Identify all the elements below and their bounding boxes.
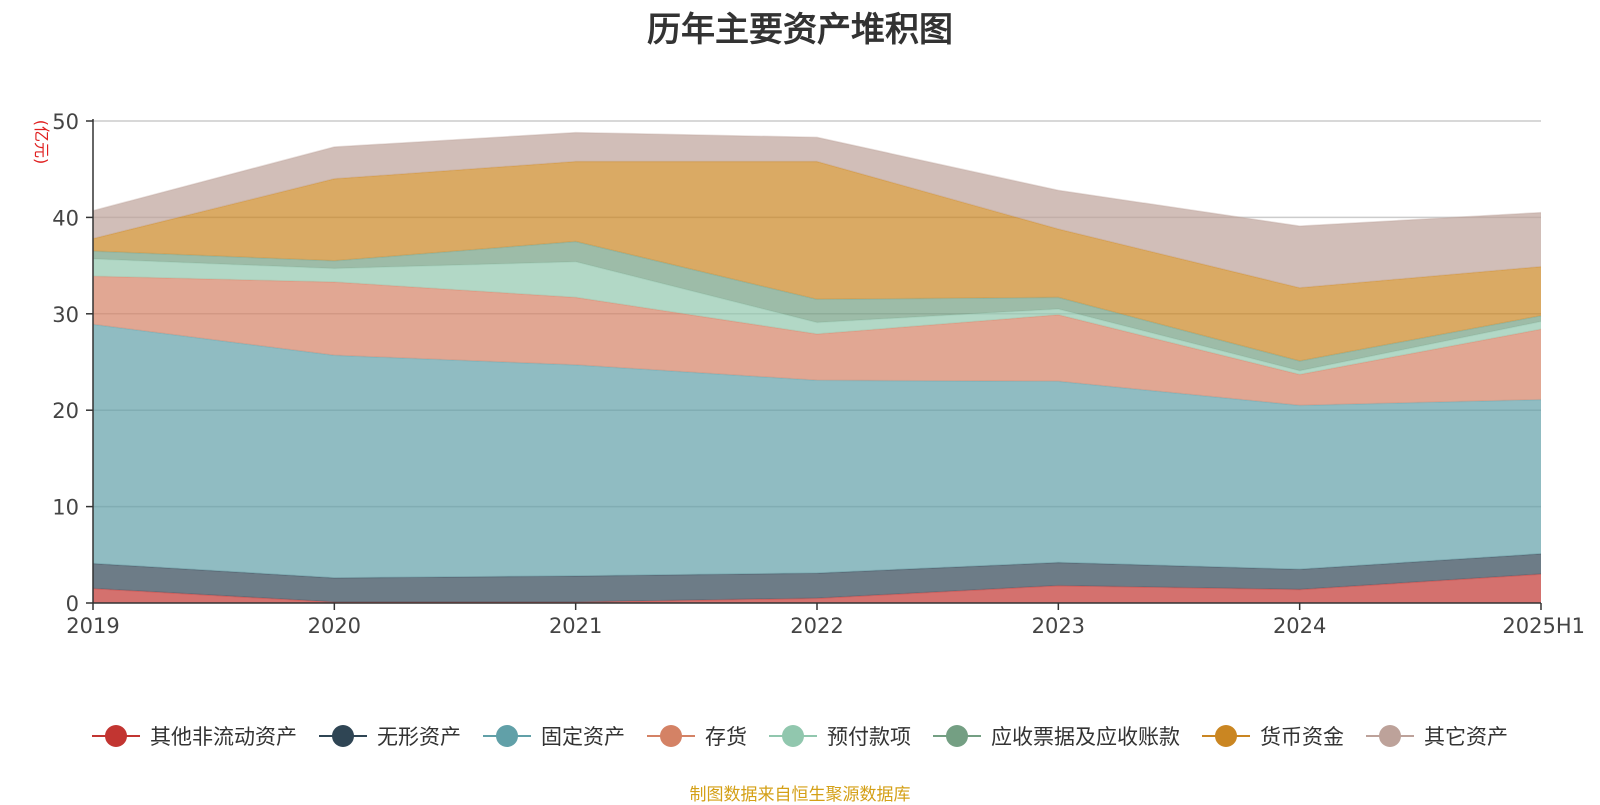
legend-label: 其他非流动资产 [150, 725, 297, 749]
y-tick-label: 10 [52, 496, 79, 520]
legend-item-1[interactable]: 无形资产 [319, 721, 461, 751]
legend-marker-dot [946, 725, 968, 747]
area-series-7[interactable] [93, 132, 1541, 288]
legend-marker-dot [1379, 725, 1401, 747]
area-series-3[interactable] [93, 276, 1541, 406]
x-tick-label: 2021 [549, 614, 602, 638]
area-layer [92, 131, 1542, 603]
legend-marker [92, 724, 140, 748]
y-tick-label: 0 [66, 592, 79, 616]
axis-layer: 0 10 20 30 40 50 2019 2020 2021 2022 2023 2024 2025H… [52, 110, 1585, 638]
legend-item-6[interactable]: 货币资金 [1202, 721, 1344, 751]
y-tick-label: 30 [52, 303, 79, 327]
y-axis-unit-label: (亿元) [32, 120, 51, 165]
area-series-edge-7 [92, 131, 1542, 227]
legend-label: 货币资金 [1260, 725, 1344, 749]
x-tick-label: 2019 [66, 614, 119, 638]
legend-marker [1366, 724, 1414, 748]
y-tick-label: 50 [52, 110, 79, 134]
y-tick-label: 40 [52, 206, 79, 230]
legend-item-5[interactable]: 应收票据及应收账款 [933, 721, 1180, 751]
legend-marker-dot [105, 725, 127, 747]
legend-marker [319, 724, 367, 748]
legend-item-2[interactable]: 固定资产 [483, 721, 625, 751]
legend-marker [769, 724, 817, 748]
source-note: 制图数据来自恒生聚源数据库 [689, 785, 911, 805]
legend-label: 固定资产 [541, 725, 625, 749]
area-series-6[interactable] [93, 161, 1541, 362]
legend-item-3[interactable]: 存货 [647, 721, 747, 751]
legend-marker [933, 724, 981, 748]
legend-marker [1202, 724, 1250, 748]
legend-item-0[interactable]: 其他非流动资产 [92, 721, 297, 751]
legend-label: 应收票据及应收账款 [991, 725, 1180, 749]
area-series-0[interactable] [93, 574, 1541, 603]
x-tick-label: 2022 [790, 614, 843, 638]
y-tick-label: 20 [52, 399, 79, 423]
x-tick-label: 2023 [1032, 614, 1085, 638]
x-tick-label: 2020 [308, 614, 361, 638]
legend-marker [483, 724, 531, 748]
area-series-2[interactable] [93, 324, 1541, 578]
legend-label: 存货 [705, 725, 747, 749]
legend: 其他非流动资产 无形资产 固定资产 存货 预付款项 应收票据及应收账款 货币资金 其它资产 [0, 716, 1600, 756]
legend-marker [647, 724, 695, 748]
x-tick-label: 2025H1 [1502, 614, 1585, 638]
legend-marker-dot [496, 725, 518, 747]
legend-marker-dot [660, 725, 682, 747]
chart-title: 历年主要资产堆积图 [647, 10, 953, 50]
legend-marker-dot [1215, 725, 1237, 747]
legend-label: 无形资产 [377, 725, 461, 749]
area-series-5[interactable] [93, 241, 1541, 371]
x-tick-label: 2024 [1273, 614, 1326, 638]
legend-marker-dot [782, 725, 804, 747]
legend-item-7[interactable]: 其它资产 [1366, 721, 1508, 751]
area-series-4[interactable] [93, 258, 1541, 375]
legend-label: 预付款项 [827, 725, 911, 749]
legend-item-4[interactable]: 预付款项 [769, 721, 911, 751]
area-series-1[interactable] [93, 553, 1541, 602]
legend-label: 其它资产 [1424, 725, 1508, 749]
legend-marker-dot [332, 725, 354, 747]
